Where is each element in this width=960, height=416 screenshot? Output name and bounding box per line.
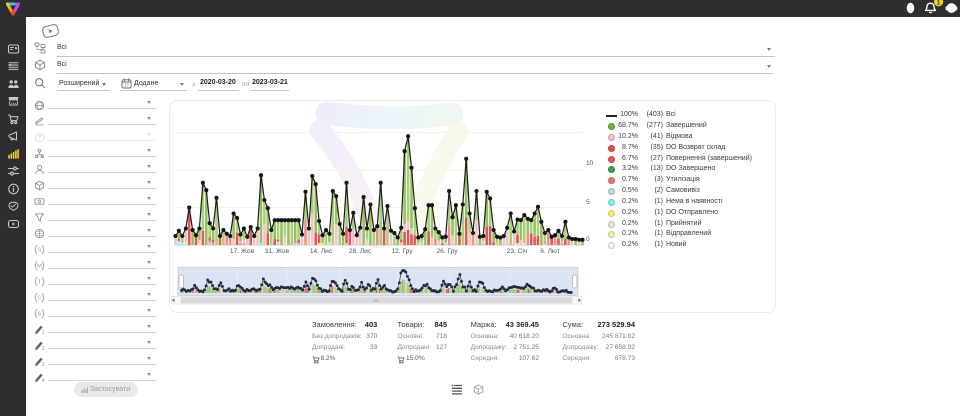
svg-text:1: 1 (937, 0, 941, 6)
svg-text:2: 2 (42, 346, 45, 351)
svg-text:T: T (38, 279, 42, 285)
svg-text:3: 3 (42, 362, 45, 367)
svg-text:Б: Б (38, 311, 42, 317)
svg-text:C: C (38, 295, 42, 301)
svg-text:17: 17 (124, 83, 129, 88)
svg-text:M: M (37, 263, 42, 269)
svg-text:1: 1 (42, 330, 45, 335)
svg-text:S: S (38, 247, 42, 253)
svg-text:4: 4 (42, 378, 45, 383)
